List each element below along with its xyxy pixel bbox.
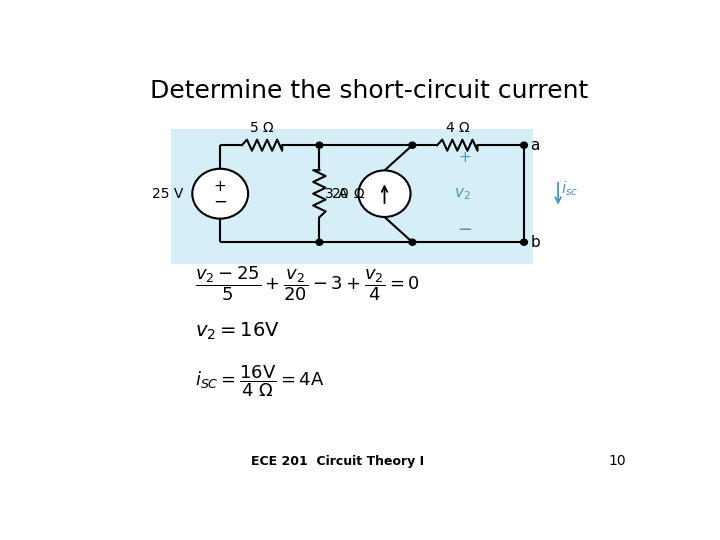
- Text: $v_2 = 16\mathrm{V}$: $v_2 = 16\mathrm{V}$: [195, 320, 280, 342]
- Circle shape: [316, 239, 323, 245]
- Text: $v_2$: $v_2$: [454, 186, 470, 201]
- Text: $i_{sc}$: $i_{sc}$: [561, 179, 579, 198]
- Text: 20 $\Omega$: 20 $\Omega$: [330, 187, 365, 201]
- Circle shape: [409, 142, 416, 149]
- Text: −: −: [213, 193, 227, 211]
- Text: b: b: [530, 235, 540, 249]
- Text: +: +: [214, 179, 227, 194]
- Circle shape: [192, 168, 248, 219]
- Text: Determine the short-circuit current: Determine the short-circuit current: [150, 79, 588, 103]
- Text: −: −: [457, 221, 472, 239]
- Text: 10: 10: [608, 454, 626, 468]
- Circle shape: [521, 142, 528, 149]
- Text: 25 V: 25 V: [152, 187, 183, 201]
- Circle shape: [409, 239, 416, 245]
- Text: 3 A: 3 A: [325, 187, 347, 201]
- Circle shape: [316, 142, 323, 149]
- Circle shape: [521, 239, 528, 245]
- Text: a: a: [530, 138, 539, 153]
- Text: ECE 201  Circuit Theory I: ECE 201 Circuit Theory I: [251, 455, 425, 468]
- Text: +: +: [459, 150, 472, 165]
- Text: $i_{SC} = \dfrac{16\mathrm{V}}{4\ \Omega} = 4\mathrm{A}$: $i_{SC} = \dfrac{16\mathrm{V}}{4\ \Omega…: [195, 363, 325, 399]
- FancyBboxPatch shape: [171, 129, 534, 265]
- Text: $\dfrac{v_2 - 25}{5} + \dfrac{v_2}{20} - 3 + \dfrac{v_2}{4} = 0$: $\dfrac{v_2 - 25}{5} + \dfrac{v_2}{20} -…: [195, 265, 420, 303]
- Text: 5 $\Omega$: 5 $\Omega$: [249, 121, 275, 135]
- Text: 4 $\Omega$: 4 $\Omega$: [445, 121, 470, 135]
- Circle shape: [359, 171, 410, 217]
